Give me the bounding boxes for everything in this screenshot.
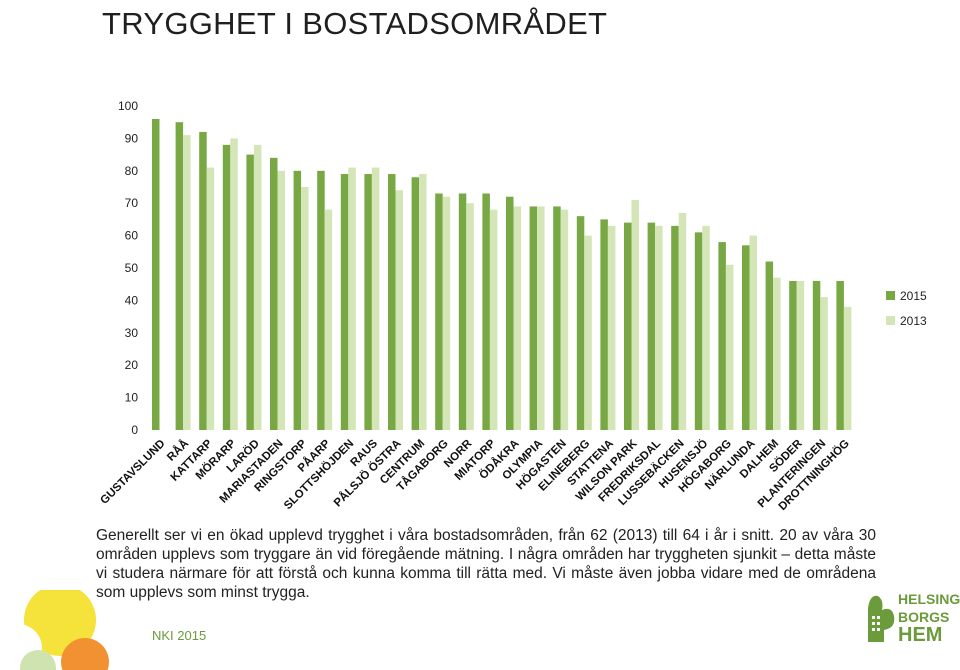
y-tick-label: 50 xyxy=(125,261,139,275)
y-tick-label: 80 xyxy=(125,164,139,178)
legend: 2015 2013 xyxy=(886,289,927,328)
bar-2015-26 xyxy=(742,245,750,430)
y-tick-label: 90 xyxy=(125,131,139,145)
bar-2013-22 xyxy=(655,225,663,430)
y-tick-label: 0 xyxy=(131,423,138,437)
bar-2015-22 xyxy=(647,222,656,430)
bar-2013-16 xyxy=(513,206,521,430)
bar-2013-19 xyxy=(584,235,592,430)
bar-2013-27 xyxy=(773,277,781,430)
bar-2013-13 xyxy=(442,196,451,430)
bar-2015-10 xyxy=(364,174,372,430)
bar-2015-20 xyxy=(600,219,608,430)
page-title: TRYGGHET I BOSTADSOMRÅDET xyxy=(102,6,608,41)
legend-label-2015: 2015 xyxy=(900,289,927,303)
bar-2013-29 xyxy=(820,297,828,430)
bar-2015-29 xyxy=(812,280,821,430)
bar-2015-18 xyxy=(553,206,561,430)
bar-2013-11 xyxy=(395,190,403,430)
bar-2015-12 xyxy=(411,177,420,430)
bar-2015-1 xyxy=(152,118,160,431)
summary-text: Generellt ser vi en ökad upplevd trygghe… xyxy=(96,527,876,601)
legend-swatch-2015 xyxy=(886,291,895,300)
bar-2015-21 xyxy=(624,222,632,430)
legend-label-2013: 2013 xyxy=(900,314,927,328)
bar-2013-30 xyxy=(843,306,852,430)
bar-2013-23 xyxy=(678,212,687,430)
bar-2015-23 xyxy=(671,225,679,430)
bar-2013-4 xyxy=(230,138,238,430)
bar-2015-5 xyxy=(246,154,254,430)
bar-2015-25 xyxy=(718,242,726,430)
bar-2013-14 xyxy=(466,203,474,430)
y-axis: 0 10 20 30 40 50 60 70 80 90 100 xyxy=(118,99,138,437)
bar-2015-30 xyxy=(836,280,844,430)
bar-2013-7 xyxy=(301,187,309,430)
bar-2013-17 xyxy=(537,206,545,430)
y-tick-label: 40 xyxy=(125,293,139,307)
bar-2013-25 xyxy=(725,264,734,430)
orange-circle xyxy=(61,638,109,670)
y-tick-label: 10 xyxy=(125,391,139,405)
bar-2015-14 xyxy=(458,193,467,430)
legend-swatch-2013 xyxy=(886,316,895,325)
bar-2015-9 xyxy=(340,174,349,430)
footer-label: NKI 2015 xyxy=(152,628,207,643)
y-tick-label: 70 xyxy=(125,196,139,210)
bars xyxy=(152,118,852,431)
bar-2015-8 xyxy=(317,170,325,431)
x-tick-label: GUSTAVSLUND xyxy=(98,438,167,507)
bar-2013-2 xyxy=(183,135,191,430)
bar-2013-8 xyxy=(324,209,333,430)
bar-2013-21 xyxy=(631,199,639,430)
bar-2013-3 xyxy=(206,167,215,430)
y-tick-label: 20 xyxy=(125,358,139,372)
logo: HELSING BORGS HEM xyxy=(898,590,960,646)
bar-2013-9 xyxy=(348,167,356,430)
bar-2013-6 xyxy=(277,170,285,431)
bar-2013-28 xyxy=(796,280,805,430)
bar-2013-24 xyxy=(702,225,710,430)
bar-2013-5 xyxy=(253,144,262,430)
bar-2015-24 xyxy=(694,232,703,430)
bar-2013-15 xyxy=(489,209,498,430)
logo-line1: HELSING xyxy=(898,591,960,607)
logo-line3: HEM xyxy=(898,624,943,646)
bar-2013-26 xyxy=(749,235,757,430)
bar-2015-19 xyxy=(576,216,585,430)
bar-2015-2 xyxy=(175,122,184,430)
logo-line2: BORGS xyxy=(898,609,950,625)
y-tick-label: 60 xyxy=(125,229,139,243)
bar-2015-16 xyxy=(506,196,514,430)
bar-2013-10 xyxy=(371,167,380,430)
logo-icon xyxy=(868,595,895,642)
bar-2013-12 xyxy=(419,174,427,430)
bar-2015-27 xyxy=(765,261,774,430)
bar-2015-11 xyxy=(388,174,396,430)
bar-2015-13 xyxy=(435,193,443,430)
bar-2013-20 xyxy=(607,225,616,430)
bar-2015-17 xyxy=(529,206,538,430)
bar-2013-18 xyxy=(560,209,569,430)
bar-2015-15 xyxy=(482,193,490,430)
bar-2015-6 xyxy=(270,157,278,430)
decorative-circles xyxy=(0,590,109,670)
y-tick-label: 30 xyxy=(125,326,139,340)
y-tick-label: 100 xyxy=(118,99,138,113)
bar-2015-3 xyxy=(199,131,207,431)
bar-2015-7 xyxy=(293,170,302,431)
green-circle xyxy=(20,650,56,670)
x-axis: GUSTAVSLUNDRÅÅKATTARPMÖRARPLARÖDMARIASTA… xyxy=(98,436,852,513)
bar-2015-28 xyxy=(789,280,797,430)
bar-2015-4 xyxy=(222,144,231,430)
